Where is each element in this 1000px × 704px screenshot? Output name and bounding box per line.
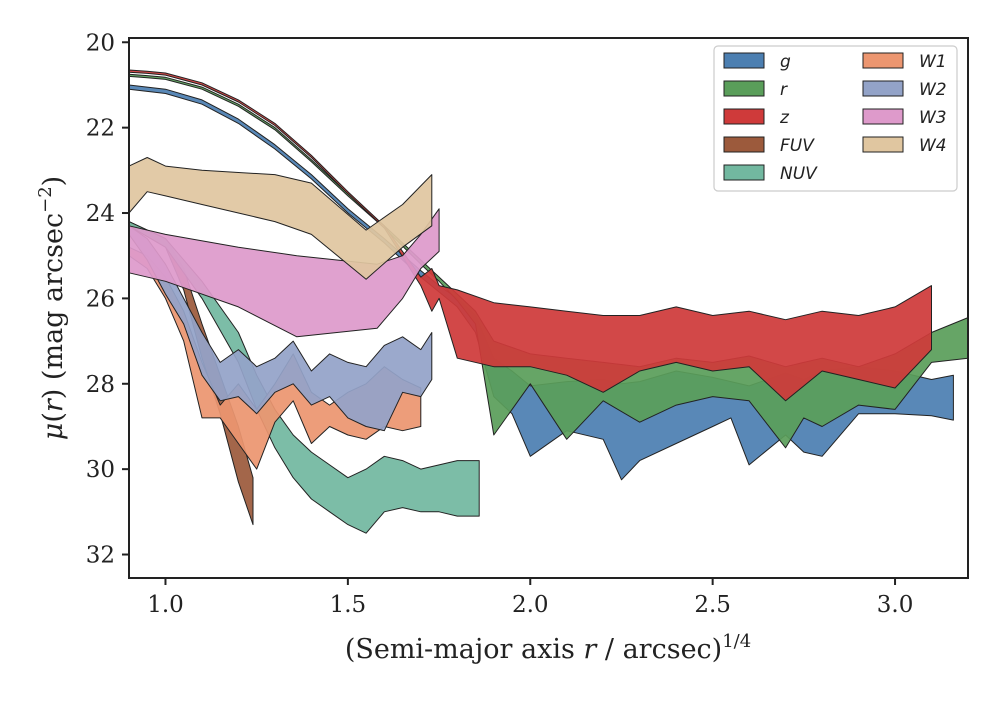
y-tick-label: 20 xyxy=(86,30,115,56)
x-tick-label: 1.5 xyxy=(330,592,367,618)
x-tick-label: 1.0 xyxy=(147,592,184,618)
legend: grz FUV NUV W1 W2 W3 W4 xyxy=(713,45,958,192)
legend-label-w3: W3 xyxy=(919,108,947,128)
y-tick-label: 26 xyxy=(86,286,115,312)
legend-swatch-w4 xyxy=(862,136,904,153)
legend-swatch-z xyxy=(723,108,765,125)
legend-swatch-w2 xyxy=(862,80,904,97)
legend-label-nuv: NUV xyxy=(780,164,818,184)
band-w2 xyxy=(128,225,433,432)
legend-label-r: r xyxy=(780,80,788,100)
x-axis-label: (Semi-major axis r / arcsec)1/4 xyxy=(345,631,751,665)
legend-swatch-w3 xyxy=(862,108,904,125)
x-tick-label: 3.0 xyxy=(877,592,914,618)
y-tick-label: 24 xyxy=(86,201,115,227)
legend-swatch-r xyxy=(723,80,765,97)
legend-swatch-w1 xyxy=(862,52,904,69)
y-tick-label: 32 xyxy=(86,543,115,569)
legend-swatch-fuv xyxy=(723,136,765,153)
y-tick-label: 30 xyxy=(86,457,115,483)
x-tick-label: 2.5 xyxy=(694,592,731,618)
bands-layer xyxy=(128,69,969,534)
legend-swatch-nuv xyxy=(723,164,765,181)
y-tick-label: 22 xyxy=(86,116,115,142)
x-axis: 1.0 1.5 2.0 2.5 3.0 xyxy=(147,578,913,618)
legend-label-g: g xyxy=(780,52,791,72)
plot-frame xyxy=(128,37,969,579)
legend-label-w2: W2 xyxy=(919,80,947,100)
band-w3 xyxy=(128,208,440,338)
legend-label-z: z xyxy=(779,108,790,128)
band-w4 xyxy=(128,157,433,280)
legend-swatch-g xyxy=(723,52,765,69)
legend-label-w1: W1 xyxy=(919,52,947,72)
y-axis-label: μ(r) (mag arcsec−2) xyxy=(35,176,69,440)
x-tick-label: 2.0 xyxy=(512,592,549,618)
y-axis: 20 22 24 26 28 30 32 xyxy=(86,30,129,569)
legend-label-w4: W4 xyxy=(919,136,947,156)
y-tick-label: 28 xyxy=(86,372,115,398)
legend-label-fuv: FUV xyxy=(780,136,815,156)
